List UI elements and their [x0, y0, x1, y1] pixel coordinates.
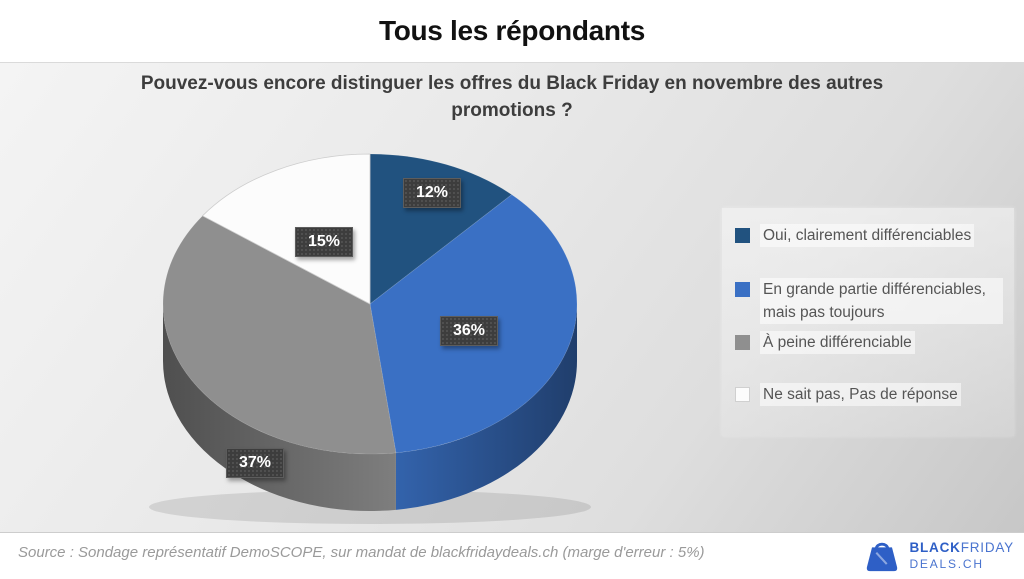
chart-question-title: Pouvez-vous encore distinguer les offres… [140, 73, 884, 121]
legend-item-en-grande-partie: En grande partie différenciables, mais p… [735, 278, 1003, 324]
pie-slice-side-2 [163, 304, 396, 512]
legend-label: Ne sait pas, Pas de réponse [760, 383, 961, 406]
logo-text-line2: DEALS.CH [909, 556, 984, 571]
chart-area: Pouvez-vous encore distinguer les offres… [0, 62, 1024, 533]
legend-label: En grande partie différenciables, mais p… [760, 278, 1003, 324]
pie-slice-3 [201, 153, 371, 305]
logo-text-line1: BLACKFRIDAY [909, 539, 1014, 555]
shopping-bag-icon [867, 542, 898, 572]
legend-item-a-peine: À peine différenciable [735, 331, 1003, 354]
legend-item-ne-sait-pas: Ne sait pas, Pas de réponse [735, 383, 1003, 406]
brand-logo: BLACKFRIDAY DEALS.CH [863, 538, 1014, 573]
pie-slice-side-1 [395, 304, 577, 510]
pie-data-label-1: 36% [439, 316, 499, 346]
legend-label: Oui, clairement différenciables [760, 224, 975, 247]
pie-data-label-0: 12% [402, 178, 462, 208]
legend-swatch-oui [735, 228, 750, 243]
source-text: Source : Sondage représentatif DemoSCOPE… [18, 544, 705, 561]
legend-swatch-en-grande-partie [735, 282, 750, 297]
pie-data-label-2: 37% [225, 448, 285, 478]
pie-slice-2 [162, 215, 397, 455]
header: Tous les répondants [0, 0, 1024, 62]
legend-swatch-a-peine [735, 335, 750, 350]
legend: Oui, clairement différenciables En grand… [722, 208, 1014, 436]
legend-item-oui: Oui, clairement différenciables [735, 224, 1003, 247]
logo-text: BLACKFRIDAY DEALS.CH [909, 540, 1014, 572]
legend-swatch-ne-sait-pas [735, 387, 750, 402]
footer: Source : Sondage représentatif DemoSCOPE… [0, 534, 1024, 579]
legend-label: À peine différenciable [760, 331, 915, 354]
pie-data-label-3: 15% [294, 227, 354, 257]
slide-title: Tous les répondants [378, 15, 646, 46]
